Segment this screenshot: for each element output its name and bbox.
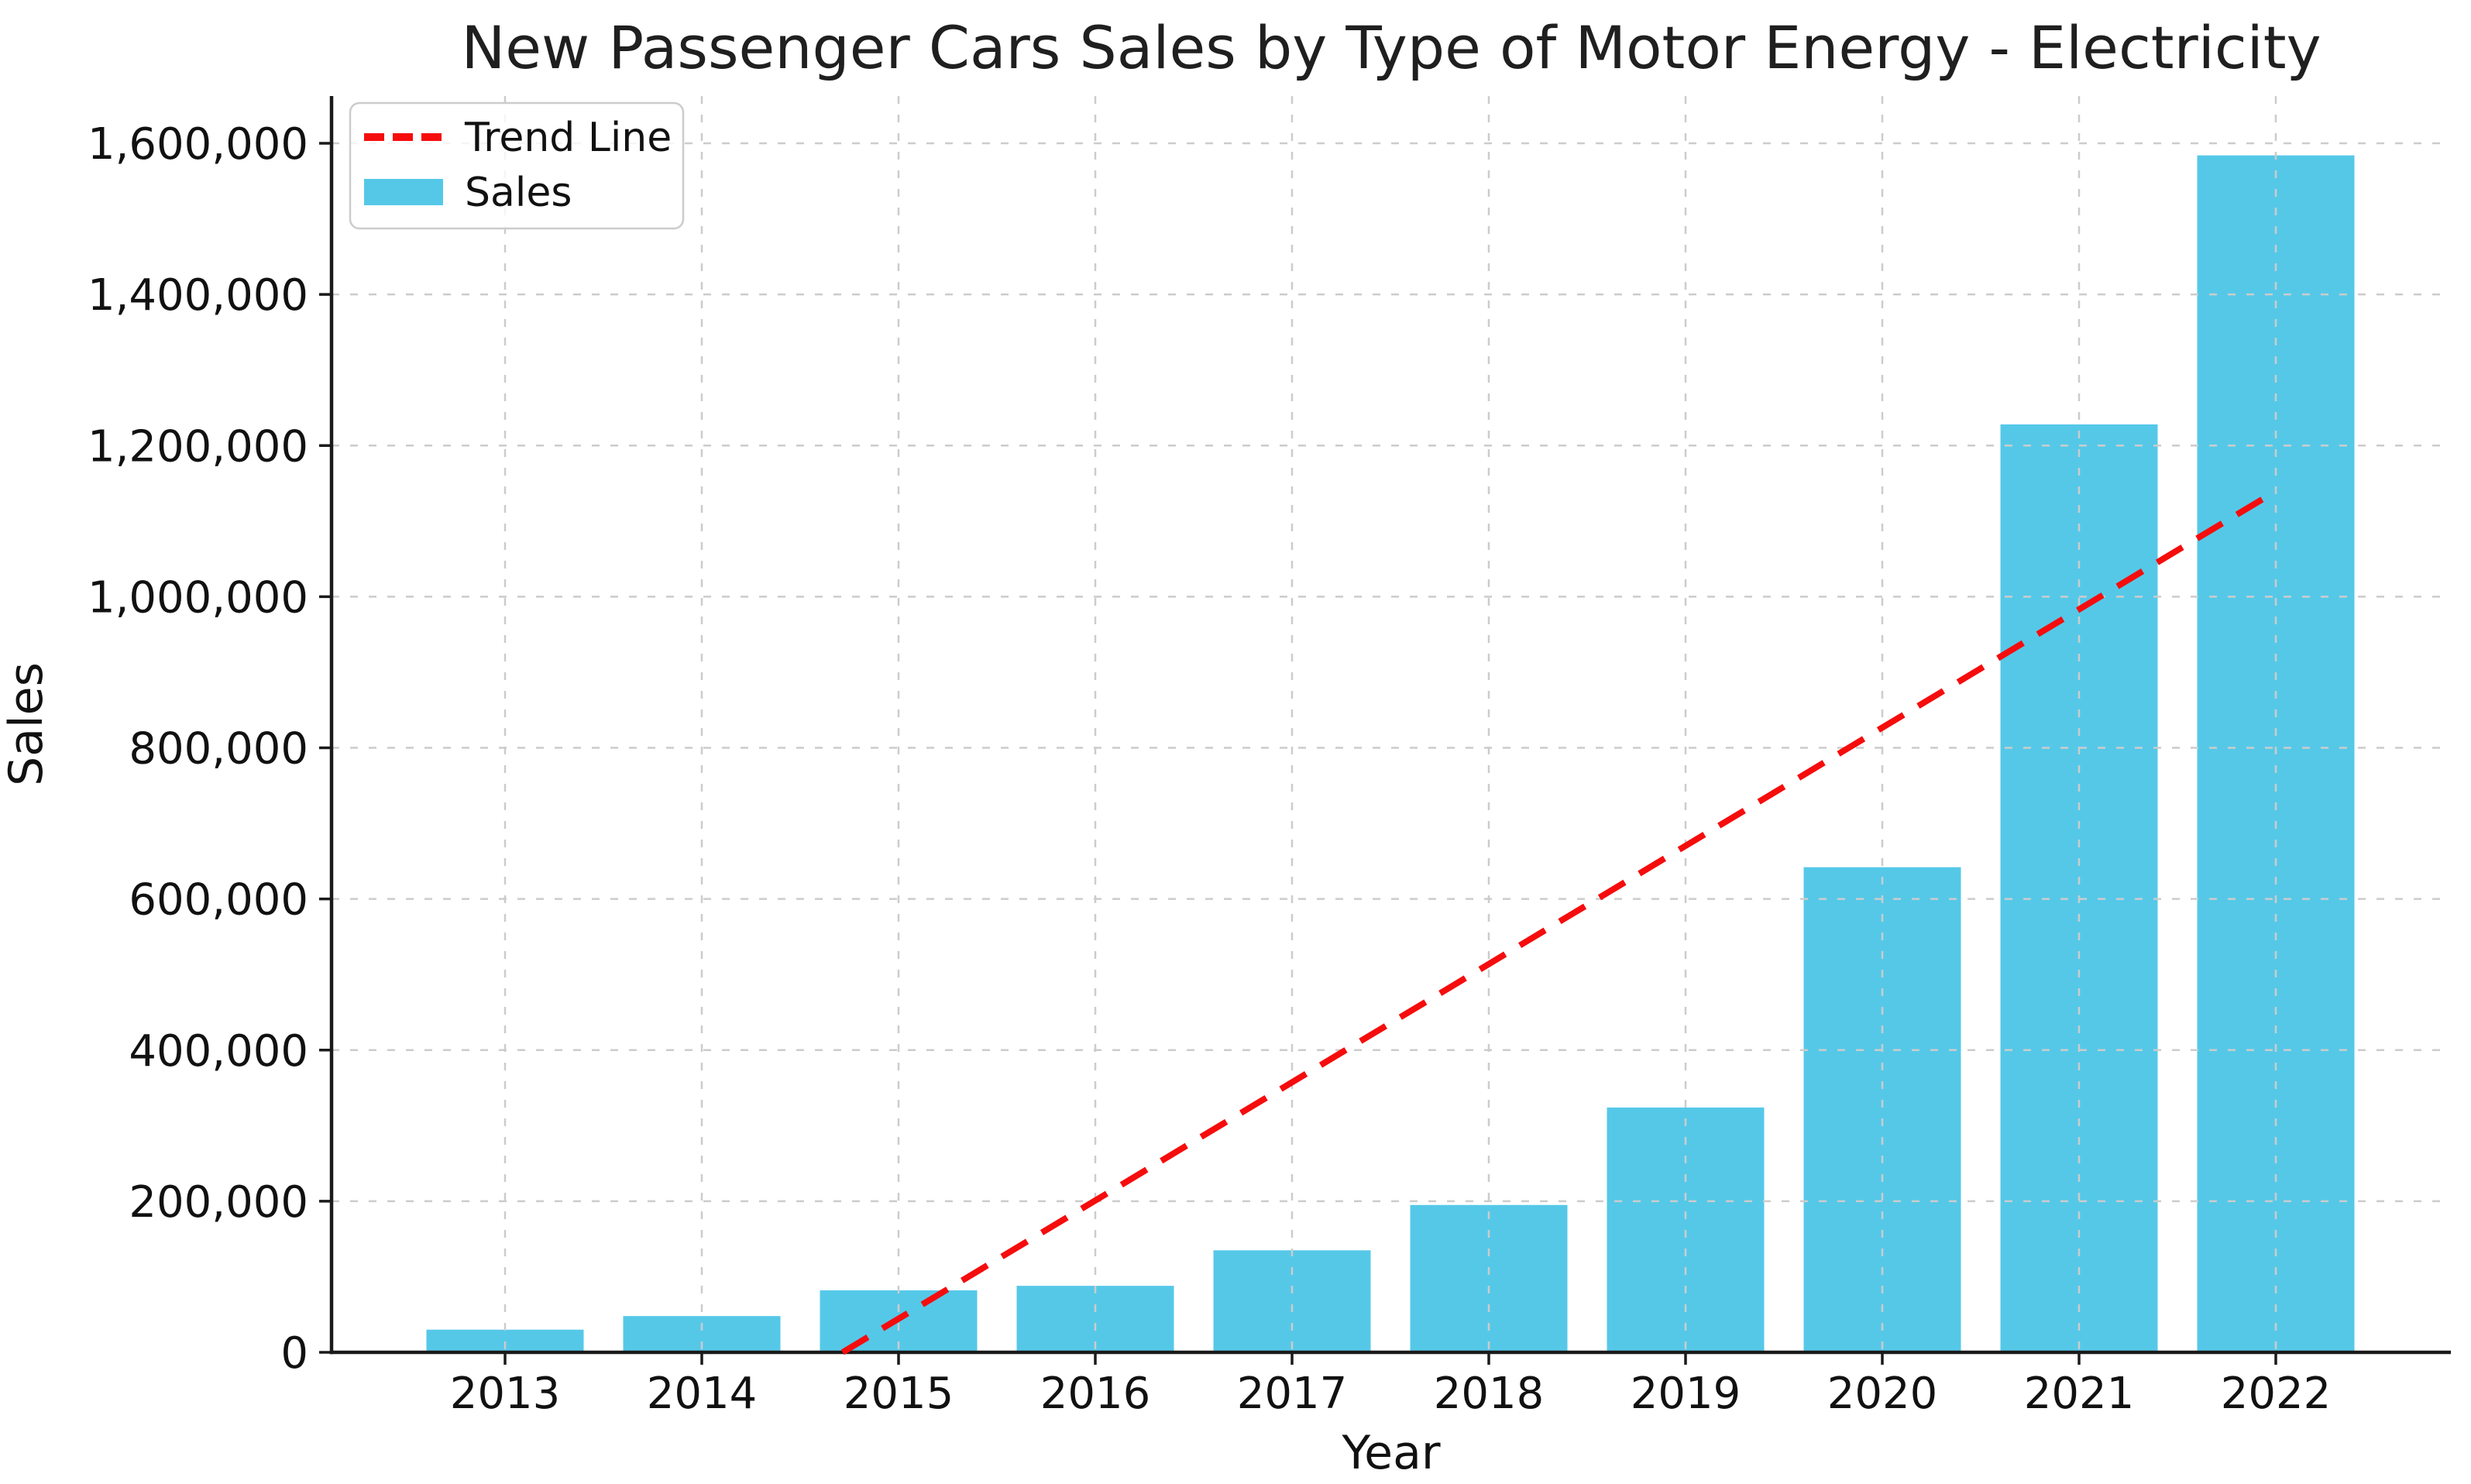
axes-layer: 0 200,000 400,000 600,000 800,000 1,000,000 1,… — [88, 96, 2451, 1419]
y-tick-label-1000000: 1,000,000 — [88, 572, 308, 623]
x-tick-label-2018: 2018 — [1434, 1369, 1545, 1419]
y-tick-label-1400000: 1,400,000 — [88, 270, 308, 321]
x-tick-label-2016: 2016 — [1040, 1369, 1151, 1419]
y-tick-label-800000: 800,000 — [129, 724, 308, 775]
bar-2016 — [1016, 1286, 1174, 1352]
y-tick-label-1200000: 1,200,000 — [88, 421, 308, 472]
x-tick-label-2015: 2015 — [844, 1369, 954, 1419]
bars-layer — [426, 155, 2355, 1353]
legend-trend-line-label: Trend Line — [464, 115, 672, 161]
legend-sales-swatch — [364, 179, 443, 205]
x-tick-label-2021: 2021 — [2024, 1369, 2135, 1419]
x-tick-label-2014: 2014 — [647, 1369, 758, 1419]
x-tick-label-2017: 2017 — [1237, 1369, 1348, 1419]
y-tick-label-200000: 200,000 — [129, 1177, 308, 1228]
x-tick-label-2013: 2013 — [450, 1369, 561, 1419]
bar-2017 — [1213, 1250, 1371, 1352]
y-tick-label-400000: 400,000 — [129, 1026, 308, 1077]
x-tick-label-2019: 2019 — [1631, 1369, 1741, 1419]
x-tick-label-2022: 2022 — [2221, 1369, 2332, 1419]
chart-title: New Passenger Cars Sales by Type of Moto… — [461, 13, 2321, 82]
legend: Trend Line Sales — [349, 101, 685, 230]
gridlines-layer — [332, 96, 2451, 1352]
y-tick-label-600000: 600,000 — [129, 875, 308, 926]
x-axis-label: Year — [1341, 1426, 1440, 1480]
y-tick-label-1600000: 1,600,000 — [88, 119, 308, 170]
legend-sales-label: Sales — [465, 170, 572, 216]
x-tick-label-2020: 2020 — [1827, 1369, 1938, 1419]
y-axis-label: Sales — [0, 662, 53, 786]
y-tick-label-0: 0 — [280, 1328, 308, 1379]
